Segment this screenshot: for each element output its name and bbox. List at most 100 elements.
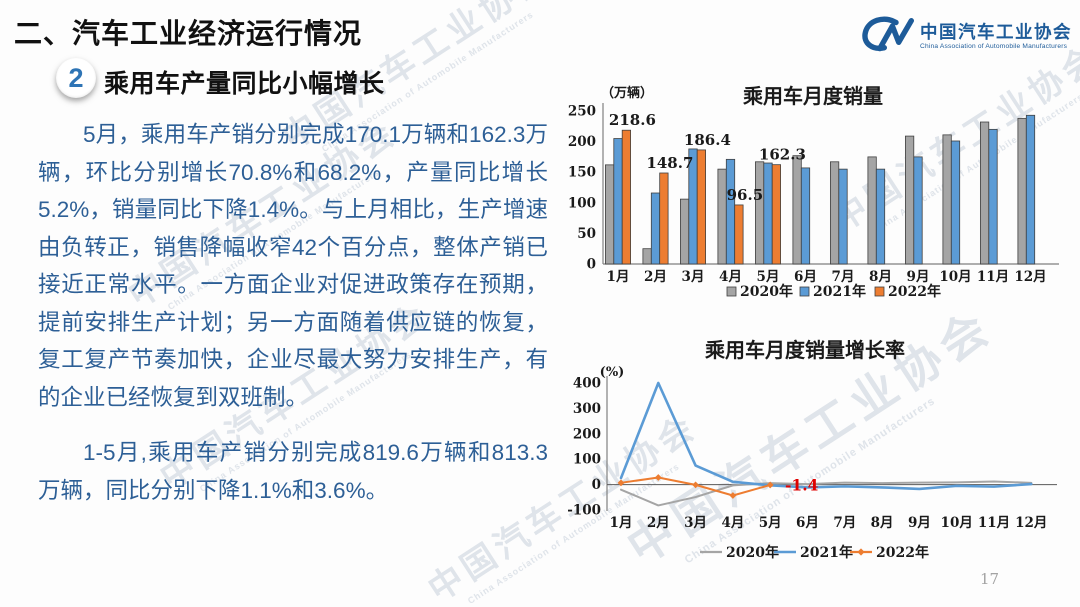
bar-2022年-2月 [659,172,669,265]
svg-text:9月: 9月 [907,269,930,285]
bar-2021年-1月 [613,138,623,265]
svg-text:200: 200 [568,134,596,150]
logo-text: 中国汽车工业协会 China Association of Automobile… [920,22,1072,51]
svg-text:4月: 4月 [721,515,744,531]
svg-text:186.4: 186.4 [684,131,731,149]
bar-2021年-11月 [988,128,998,265]
svg-text:11月: 11月 [978,515,1010,531]
marker-2022年-1月 [617,479,625,487]
svg-text:12月: 12月 [1015,515,1047,531]
svg-text:8月: 8月 [871,515,894,531]
svg-text:2020年: 2020年 [740,283,793,300]
bar-2021年-8月 [875,168,886,265]
bar-2020年-12月 [1017,117,1027,265]
page-title: 二、汽车工业经济运行情况 [14,18,363,49]
marker-2022年-2月 [654,474,662,481]
logo: 中国汽车工业协会 China Association of Automobile… [860,8,1072,64]
bar-2022年-5月 [771,164,781,265]
section-number-badge: 2 [56,58,96,98]
bar-2020年-4月 [717,168,727,265]
logo-name-cn: 中国汽车工业协会 [920,21,1072,42]
svg-text:100: 100 [568,195,596,211]
marker-2022年-3月 [692,481,699,489]
bar-2021年-4月 [725,158,736,265]
svg-text:5月: 5月 [757,269,780,285]
bar-2022年-4月 [734,204,744,265]
monthly-growth-rate-chart: 乘用车月度销量增长率 (%) 400 300 200 100 0 -100 -1.4 1月 2月 3月… [565,330,1070,580]
svg-text:乘用车月度销量: 乘用车月度销量 [742,84,883,108]
bar-2020年-7月 [829,161,840,265]
svg-text:乘用车月度销量增长率: 乘用车月度销量增长率 [704,338,905,362]
bar-2020年-11月 [979,121,990,265]
svg-text:0: 0 [587,257,596,273]
section-number: 2 [68,62,84,93]
bar-2022年-1月 [621,129,632,265]
svg-text:4月: 4月 [719,269,742,285]
line-2021年 [619,381,1033,491]
paragraph-2: 1-5月,乘用车产销分别完成819.6万辆和813.3万辆，同比分别下降1.1%… [38,440,548,503]
marker-2022年-4月 [729,492,737,499]
svg-text:7月: 7月 [833,515,856,531]
bar-2021年-9月 [913,156,923,265]
svg-text:0: 0 [592,477,601,493]
svg-text:2021年: 2021年 [800,544,853,561]
svg-text:8月: 8月 [869,269,892,285]
svg-text:10月: 10月 [941,515,973,531]
svg-text:400: 400 [573,376,601,392]
logo-name-en: China Association of Automobile Manufact… [920,42,1068,50]
bar-2020年-6月 [792,155,802,265]
bar-2021年-6月 [800,167,811,265]
svg-text:250: 250 [568,104,596,120]
svg-text:2021年: 2021年 [813,283,866,300]
bar-2021年-7月 [838,168,848,265]
bar-2021年-10月 [950,140,961,265]
svg-text:2020年: 2020年 [726,544,779,561]
svg-text:6月: 6月 [794,269,817,285]
bar-2021年-12月 [1025,114,1036,265]
svg-text:12月: 12月 [1014,269,1046,285]
svg-text:162.3: 162.3 [759,146,806,164]
svg-text:3月: 3月 [682,269,705,285]
svg-text:2月: 2月 [647,515,670,531]
svg-text:96.5: 96.5 [727,186,764,204]
bar-2020年-3月 [680,198,690,265]
svg-text:7月: 7月 [832,269,855,285]
svg-text:50: 50 [577,226,596,242]
svg-text:-1.4: -1.4 [785,476,819,495]
svg-text:300: 300 [573,401,601,417]
bar-2020年-2月 [642,248,652,265]
svg-text:150: 150 [568,165,596,181]
svg-text:9月: 9月 [908,515,931,531]
cm-logo-icon [862,16,914,52]
svg-text:200: 200 [573,426,601,442]
svg-text:2022年: 2022年 [888,283,941,300]
bar-2021年-2月 [650,192,661,265]
svg-text:1月: 1月 [607,269,630,285]
section-heading: 乘用车产量同比小幅增长 [104,70,385,98]
svg-text:218.6: 218.6 [609,111,656,129]
svg-text:148.7: 148.7 [646,154,693,172]
svg-text:5月: 5月 [759,515,782,531]
svg-text:(%): (%) [600,365,625,380]
line-2020年 [620,480,1033,507]
paragraph-1: 5月，乘用车产销分别完成170.1万辆和162.3万辆，环比分别增长70.8%和… [38,122,548,410]
svg-text:10月: 10月 [939,269,971,285]
monthly-sales-bar-chart: 乘用车月度销量 （万辆） 0 50 100 150 200 250 218.6 148.7 186.… [568,84,1059,300]
bar-2021年-5月 [763,162,773,265]
svg-text:2022年: 2022年 [876,544,929,561]
svg-text:（万辆）: （万辆） [601,85,653,100]
page-number: 17 [980,570,1000,588]
svg-text:2月: 2月 [644,269,667,285]
svg-text:-100: -100 [567,503,601,519]
svg-text:6月: 6月 [796,515,819,531]
bar-2022年-3月 [696,149,706,265]
bar-2020年-1月 [605,164,615,265]
svg-text:3月: 3月 [684,515,707,531]
body-text: 5月，乘用车产销分别完成170.1万辆和162.3万辆，环比分别增长70.8%和… [38,116,548,527]
marker-2022年-5月 [766,481,774,489]
monthly-sales-chart: 乘用车月度销量 （万辆） 0 50 100 150 200 250 218.6 148.7 186.… [565,75,1070,315]
svg-text:11月: 11月 [977,269,1009,285]
monthly-growth-rate-line-chart: 乘用车月度销量增长率 (%)400 300 200 100 0 -100 -1.4 1月 2月 3月… [567,338,1057,561]
svg-text:1月: 1月 [610,515,633,531]
